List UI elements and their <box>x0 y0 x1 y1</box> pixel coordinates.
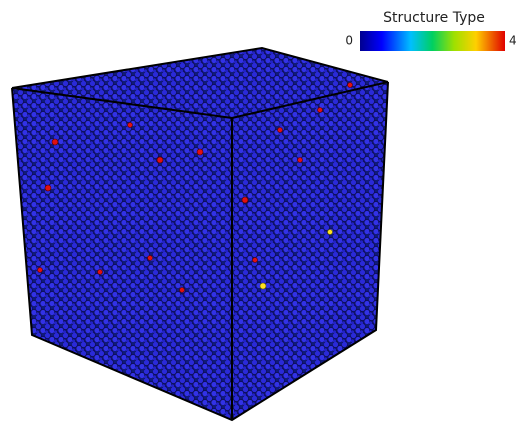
min-label: 0 <box>345 34 353 48</box>
legend-title: Structure Type <box>383 10 485 26</box>
scene: Structure Type 0 4 <box>0 0 518 422</box>
color-scale <box>360 31 505 51</box>
viewport: Structure Type 0 4 <box>0 0 518 422</box>
atom-cube <box>12 48 388 420</box>
colorbar: Structure Type 0 4 <box>345 10 516 51</box>
max-label: 4 <box>509 34 517 48</box>
